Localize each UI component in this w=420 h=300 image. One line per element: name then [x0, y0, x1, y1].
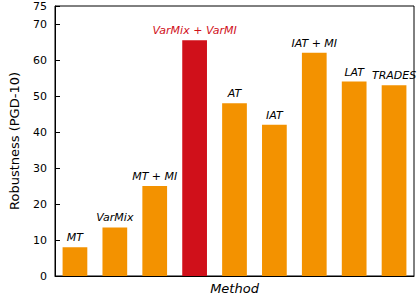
svg-text:IAT: IAT: [266, 109, 284, 122]
svg-text:30: 30: [33, 162, 47, 175]
svg-text:MT: MT: [67, 231, 84, 244]
svg-text:VarMix: VarMix: [96, 211, 134, 224]
svg-text:75: 75: [33, 0, 47, 13]
svg-text:10: 10: [33, 234, 47, 247]
svg-text:MT + MI: MT + MI: [132, 170, 177, 183]
svg-text:TRADES: TRADES: [372, 69, 416, 82]
svg-text:Robustness (PGD-10): Robustness (PGD-10): [7, 72, 22, 210]
svg-text:50: 50: [33, 90, 47, 103]
svg-text:LAT: LAT: [344, 66, 365, 79]
svg-text:Method: Method: [210, 281, 260, 296]
svg-text:40: 40: [33, 126, 47, 139]
svg-text:60: 60: [33, 54, 47, 67]
svg-text:AT: AT: [227, 87, 243, 100]
svg-text:VarMix + VarMI: VarMix + VarMI: [153, 24, 237, 37]
svg-text:IAT + MI: IAT + MI: [291, 37, 337, 50]
svg-text:0: 0: [40, 270, 47, 283]
svg-text:20: 20: [33, 198, 47, 211]
svg-text:70: 70: [33, 18, 47, 31]
